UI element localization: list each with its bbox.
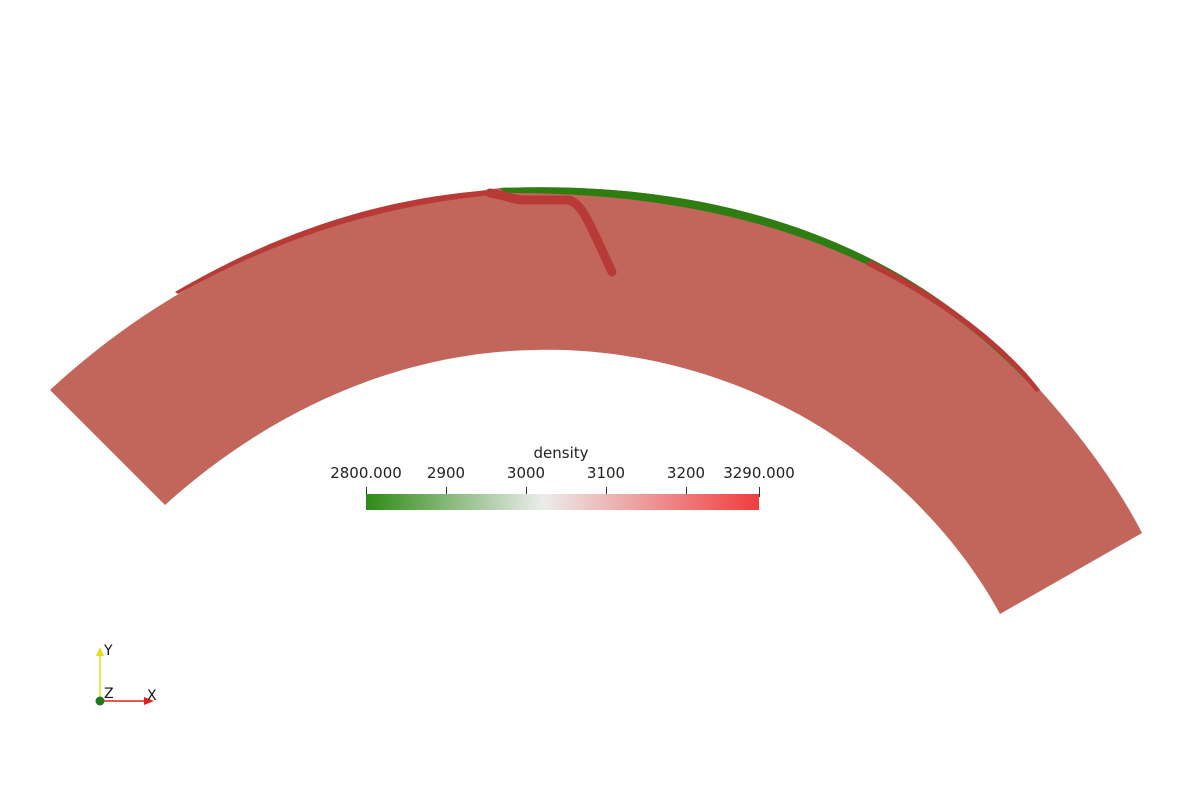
- y-axis-label: Y: [104, 643, 113, 659]
- y-axis-arrow: [96, 647, 104, 656]
- dense-right-rim: [866, 260, 1040, 392]
- dense-intrusion: [485, 188, 617, 277]
- colorbar-label: 2800.000: [330, 464, 402, 482]
- colorbar-label: 2900: [426, 464, 466, 482]
- colorbar-label: 3000: [506, 464, 546, 482]
- colorbar-label: 3290.000: [723, 464, 795, 482]
- z-axis-label: Z: [104, 686, 114, 702]
- colorbar-gradient: [366, 494, 759, 510]
- colorbar-label: 3200: [666, 464, 706, 482]
- colorbar-label: 3100: [586, 464, 626, 482]
- x-axis-arrow: [144, 697, 154, 705]
- colorbar-title: density: [533, 444, 589, 462]
- orientation-axes: Y Z X: [88, 640, 168, 715]
- density-field: [50, 187, 1142, 614]
- colorbar-tick: [526, 487, 527, 497]
- colorbar-tick: [606, 487, 607, 497]
- x-axis-label: X: [147, 688, 157, 704]
- colorbar-tick: [686, 487, 687, 497]
- colorbar-tick: [759, 487, 760, 497]
- density-colorbar: density 2800.000 2900 3000 3100 3200 329…: [330, 444, 800, 514]
- axes-triad: [95, 647, 154, 706]
- colorbar-tick: [446, 487, 447, 497]
- z-axis-dot: [95, 696, 105, 706]
- colorbar-tick: [366, 487, 367, 497]
